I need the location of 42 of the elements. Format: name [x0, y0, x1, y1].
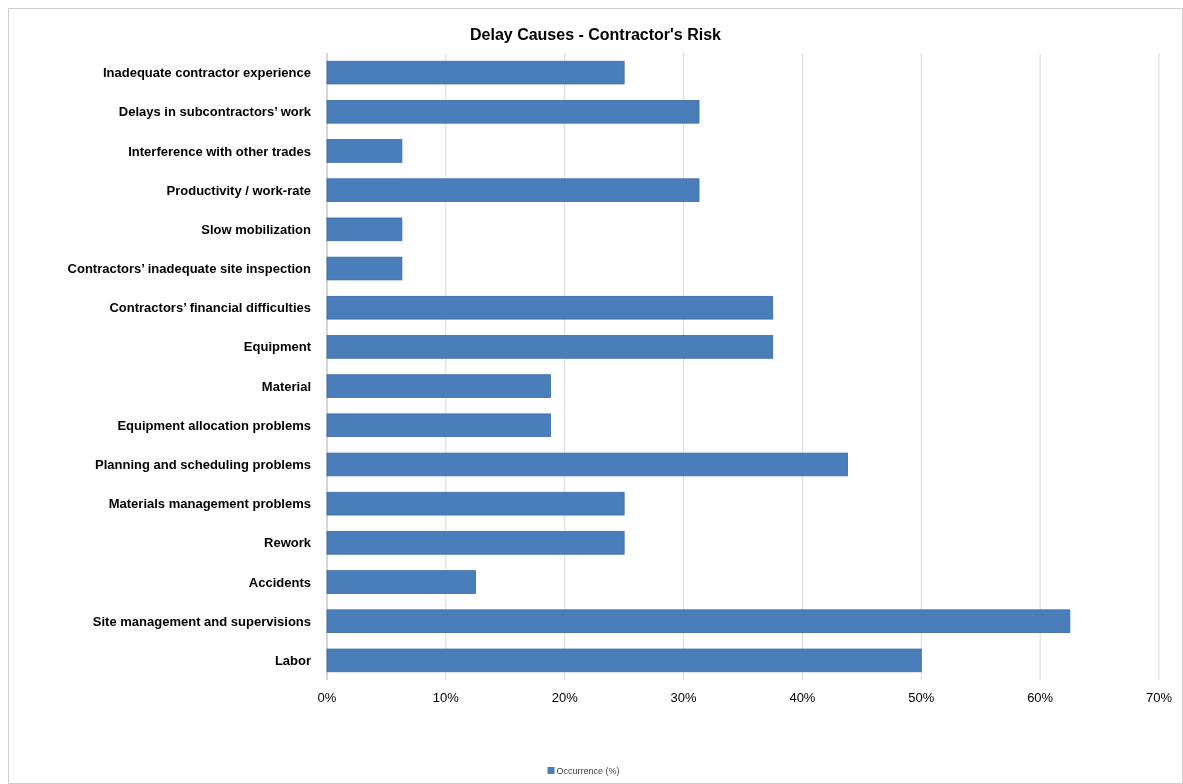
bar	[326, 648, 922, 673]
bar	[326, 374, 551, 398]
bar	[326, 491, 625, 516]
y-tick-label: Planning and scheduling problems	[95, 457, 311, 473]
bar	[326, 295, 774, 320]
bar	[326, 139, 403, 163]
bar	[326, 570, 476, 594]
bar	[326, 609, 1071, 633]
x-tick-label: 60%	[1027, 690, 1054, 705]
y-tick-label: Equipment	[243, 339, 312, 355]
y-tick-label: Rework	[264, 535, 312, 551]
x-tick-label: 70%	[1145, 690, 1173, 705]
x-tick-label: 20%	[551, 690, 579, 705]
y-tick-label: Labor	[274, 652, 311, 668]
y-tick-label: Productivity / work-rate	[166, 182, 311, 198]
chart-title: Delay Causes - Contractor's Risk	[469, 26, 722, 43]
y-tick-label: Inadequate contractor experience	[102, 65, 311, 81]
y-tick-label: Materials management problems	[108, 496, 311, 512]
x-tick-label: 30%	[670, 690, 698, 705]
y-tick-label: Interference with other trades	[128, 143, 311, 159]
y-tick-label: Slow mobilization	[201, 221, 312, 237]
bar	[326, 60, 625, 85]
x-tick-label: 50%	[908, 690, 935, 705]
y-tick-label: Contractors’ financial difficulties	[109, 300, 311, 316]
bar	[326, 217, 403, 242]
bar	[326, 178, 700, 202]
bar	[326, 531, 625, 555]
legend-label: Occurrence (%)	[556, 766, 620, 776]
y-tick-label: Material	[261, 378, 311, 394]
bar	[326, 452, 848, 477]
y-tick-label: Site management and supervisions	[92, 613, 311, 629]
bar	[326, 256, 403, 281]
bar	[326, 100, 700, 124]
y-tick-label: Accidents	[248, 574, 311, 590]
bar	[326, 335, 774, 359]
x-tick-label: 0%	[317, 690, 337, 705]
x-tick-label: 40%	[789, 690, 816, 705]
y-tick-label: Equipment allocation problems	[117, 417, 311, 433]
y-tick-label: Contractors’ inadequate site inspection	[67, 261, 312, 277]
x-tick-label: 10%	[432, 690, 460, 705]
y-tick-label: Delays in subcontractors’ work	[118, 104, 312, 120]
bar	[326, 413, 551, 438]
